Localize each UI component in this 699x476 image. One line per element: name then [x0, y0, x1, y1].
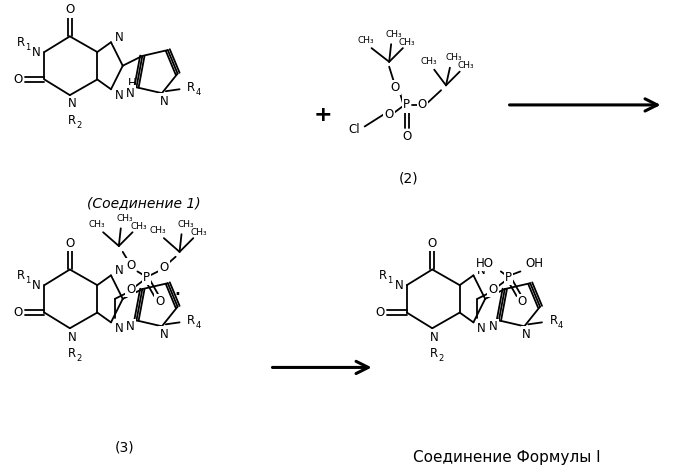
Text: 4: 4: [558, 321, 563, 330]
Text: CH₃: CH₃: [445, 53, 462, 62]
Text: R: R: [68, 114, 76, 127]
Text: 2: 2: [438, 354, 444, 363]
Text: N: N: [477, 322, 486, 335]
Text: CH₃: CH₃: [398, 38, 415, 47]
Text: N: N: [127, 87, 135, 99]
Text: P: P: [505, 271, 512, 284]
Text: N: N: [159, 95, 168, 108]
Text: N: N: [159, 327, 168, 341]
Text: HO: HO: [476, 257, 494, 270]
Text: N: N: [127, 320, 135, 333]
Text: (3): (3): [115, 441, 134, 455]
Text: 2: 2: [76, 354, 81, 363]
Text: OH: OH: [525, 257, 543, 270]
Text: N: N: [32, 278, 41, 292]
Text: P: P: [143, 271, 150, 284]
Text: N: N: [477, 264, 486, 277]
Text: 1: 1: [25, 43, 30, 51]
Text: CH₃: CH₃: [386, 30, 403, 39]
Text: O: O: [13, 73, 22, 86]
Text: O: O: [376, 306, 385, 319]
Text: R: R: [187, 81, 195, 94]
Text: CH₃: CH₃: [177, 220, 194, 229]
Text: R: R: [430, 347, 438, 360]
Text: CH₃: CH₃: [150, 226, 166, 235]
Text: O: O: [428, 237, 437, 249]
Text: CH₃: CH₃: [89, 220, 106, 229]
Text: P: P: [403, 99, 410, 111]
Text: O: O: [65, 237, 75, 249]
Text: O: O: [384, 108, 394, 121]
Text: O: O: [126, 259, 135, 272]
Text: +: +: [313, 105, 332, 125]
Text: O: O: [391, 81, 400, 94]
Text: Cl: Cl: [348, 123, 360, 136]
Text: CH₃: CH₃: [420, 57, 437, 66]
Text: Соединение Формулы I: Соединение Формулы I: [413, 450, 600, 465]
Text: R: R: [549, 314, 558, 327]
Text: 4: 4: [196, 88, 201, 97]
Text: O: O: [402, 130, 412, 143]
Text: N: N: [67, 98, 76, 110]
Text: (2): (2): [399, 171, 419, 185]
Text: N: N: [67, 330, 76, 344]
Text: O: O: [126, 283, 135, 296]
Text: N: N: [430, 330, 438, 344]
Text: O: O: [13, 306, 22, 319]
Text: CH₃: CH₃: [117, 214, 133, 223]
Text: N: N: [522, 327, 531, 341]
Text: CH₃: CH₃: [130, 222, 147, 231]
Text: CH₃: CH₃: [191, 228, 208, 237]
Text: N: N: [115, 31, 123, 44]
Text: R: R: [380, 269, 387, 282]
Text: 1: 1: [387, 276, 393, 285]
Text: R: R: [187, 314, 195, 327]
Text: O: O: [489, 283, 498, 296]
Text: R: R: [17, 36, 25, 49]
Text: (Соединение 1): (Соединение 1): [87, 196, 201, 210]
Text: CH₃: CH₃: [457, 61, 474, 70]
Text: O: O: [159, 261, 168, 274]
Text: 4: 4: [196, 321, 201, 330]
Text: N: N: [489, 320, 498, 333]
Text: H: H: [128, 77, 137, 90]
Text: N: N: [115, 89, 123, 101]
Text: R: R: [68, 347, 76, 360]
Text: R: R: [17, 269, 25, 282]
Text: CH₃: CH₃: [357, 36, 374, 45]
Text: 1: 1: [25, 276, 30, 285]
Text: N: N: [115, 322, 123, 335]
Text: O: O: [418, 99, 427, 111]
Text: 2: 2: [76, 121, 81, 130]
Text: O: O: [65, 3, 75, 16]
Text: N: N: [395, 278, 403, 292]
Text: O: O: [155, 295, 164, 308]
Text: N: N: [32, 46, 41, 59]
Text: ·: ·: [173, 283, 182, 307]
Text: O: O: [518, 295, 527, 308]
Text: N: N: [115, 264, 123, 277]
